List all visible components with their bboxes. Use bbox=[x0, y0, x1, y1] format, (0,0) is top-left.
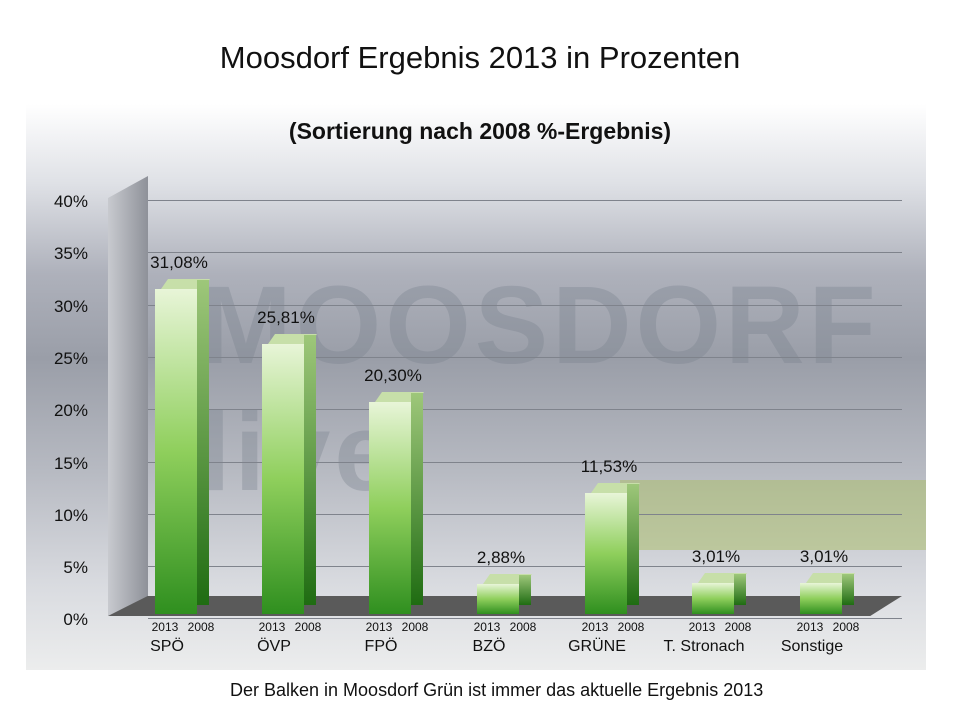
chart-back-wall bbox=[148, 176, 902, 620]
footnote: Der Balken in Moosdorf Grün ist immer da… bbox=[230, 680, 764, 700]
y-tick-label: 35% bbox=[53, 244, 88, 264]
y-tick-label: 10% bbox=[53, 505, 88, 525]
value-label: 25,81% bbox=[257, 308, 315, 328]
gridline bbox=[148, 356, 902, 358]
watermark-band bbox=[620, 480, 926, 550]
value-label: 20,30% bbox=[364, 365, 422, 385]
bar-side bbox=[304, 335, 316, 605]
category-label: FPÖ bbox=[364, 638, 398, 655]
bar-side bbox=[519, 574, 531, 605]
y-tick-label: 25% bbox=[53, 348, 88, 368]
y-tick-label: 5% bbox=[63, 558, 88, 578]
bar-1 bbox=[155, 278, 211, 614]
gridline bbox=[148, 513, 902, 515]
value-label: 3,01% bbox=[691, 546, 741, 566]
gridline bbox=[148, 618, 902, 620]
category-label: GRÜNE bbox=[568, 638, 626, 655]
y-tick-label: 20% bbox=[53, 401, 88, 421]
bar-side bbox=[627, 484, 639, 605]
bar-6 bbox=[692, 572, 748, 614]
category-label: ÖVP bbox=[257, 638, 291, 655]
bar-side bbox=[842, 573, 854, 605]
bar-4 bbox=[477, 573, 533, 614]
gridline bbox=[148, 252, 902, 254]
gridline bbox=[148, 409, 902, 411]
bar-5 bbox=[585, 483, 641, 614]
category-label: BZÖ bbox=[472, 638, 506, 655]
bar-side bbox=[411, 392, 423, 605]
year-labels: 2013 2008 bbox=[688, 620, 752, 634]
bar-2 bbox=[262, 334, 318, 614]
bar-7 bbox=[800, 572, 856, 614]
year-labels: 2013 2008 bbox=[258, 620, 322, 634]
y-tick-label: 40% bbox=[53, 192, 88, 211]
y-tick-label: 30% bbox=[53, 296, 88, 316]
bar-3 bbox=[369, 391, 425, 614]
value-label: 31,08% bbox=[150, 252, 208, 272]
y-tick-label: 0% bbox=[63, 610, 88, 630]
bar-side bbox=[734, 573, 746, 605]
gridline bbox=[148, 566, 902, 568]
page-title: Moosdorf Ergebnis 2013 in Prozenten bbox=[219, 40, 741, 75]
category-label: Sonstige bbox=[780, 638, 844, 655]
year-labels: 2013 2008 bbox=[796, 620, 860, 634]
value-label: 2,88% bbox=[476, 547, 526, 567]
year-labels: 2013 2008 bbox=[581, 620, 645, 634]
year-labels: 2013 2008 bbox=[365, 620, 429, 634]
value-label: 3,01% bbox=[799, 546, 849, 566]
value-label: 11,53% bbox=[580, 457, 638, 477]
gridline bbox=[148, 304, 902, 306]
bar-side bbox=[197, 279, 209, 605]
chart-side-wall bbox=[108, 176, 148, 616]
chart-subtitle: (Sortierung nach 2008 %-Ergebnis) bbox=[288, 118, 672, 144]
gridline bbox=[148, 461, 902, 463]
gridline bbox=[148, 200, 902, 201]
year-labels: 2013 2008 bbox=[151, 620, 215, 634]
category-label: T. Stronach bbox=[663, 638, 745, 655]
y-tick-label: 15% bbox=[53, 453, 88, 473]
year-labels: 2013 2008 bbox=[473, 620, 537, 634]
category-label: SPÖ bbox=[150, 638, 184, 655]
